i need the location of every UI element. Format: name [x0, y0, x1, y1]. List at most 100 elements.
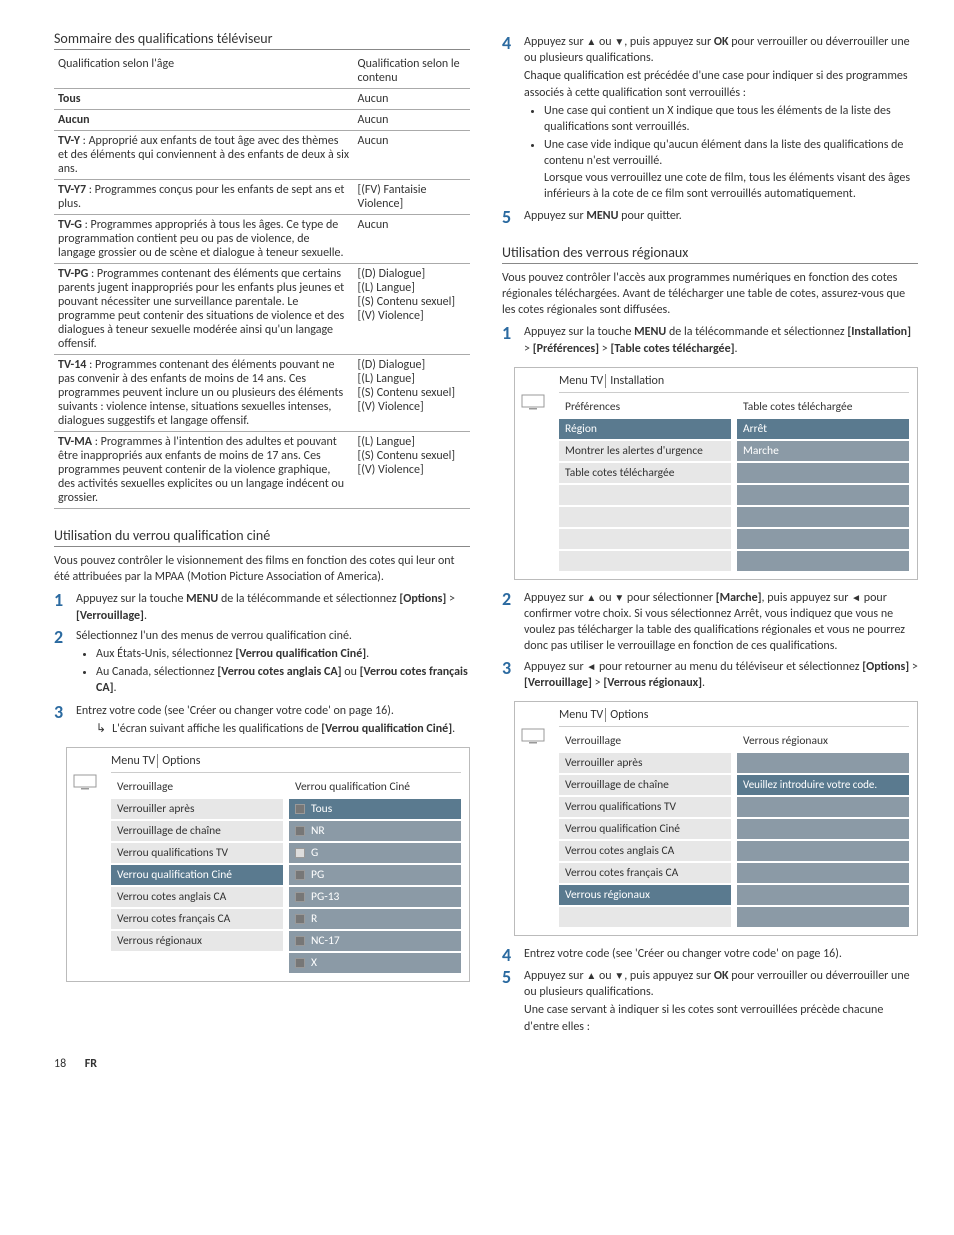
regional-step-3: 3 Appuyez sur ◄ pour retourner au menu d…	[502, 659, 918, 691]
rating-th-content: Qualification selon le contenu	[354, 54, 470, 89]
cine-step-2: 2 Sélectionnez l'un des menus de verrou …	[54, 628, 470, 699]
menu-screenshot-install: Menu TVInstallation PréférencesRégionMon…	[514, 367, 918, 580]
menu-item: G	[289, 843, 461, 863]
menu-item: R	[289, 909, 461, 929]
regional-step-5: 5 Appuyez sur ▲ ou ▼, puis appuyez sur O…	[502, 968, 918, 1035]
menu-item: Montrer les alertes d'urgence	[559, 441, 731, 461]
step4-bullet-2: Une case vide indique qu'aucun élément d…	[544, 137, 918, 202]
menu-item: Tous	[289, 799, 461, 819]
menu-item: NC-17	[289, 931, 461, 951]
regional-lock-intro: Vous pouvez contrôler l'accès aux progra…	[502, 270, 918, 319]
menu-header: Verrous régionaux	[737, 731, 909, 751]
cine-steps: 1 Appuyez sur la touche MENU de la téléc…	[54, 591, 470, 737]
menu-item: Verrou qualifications TV	[111, 843, 283, 863]
down-triangle-icon: ▼	[614, 35, 624, 48]
left-triangle-icon: ◄	[586, 660, 596, 673]
left-column: Sommaire des qualifications téléviseur Q…	[54, 30, 470, 1039]
menu-item: Verrous régionaux	[111, 931, 283, 951]
menu-item: Marche	[737, 441, 909, 461]
tv-icon	[515, 368, 551, 579]
cine-step-5: 5 Appuyez sur MENU pour quitter.	[502, 208, 918, 226]
menu-header: Table cotes téléchargée	[737, 397, 909, 417]
menu-item	[737, 485, 909, 505]
cine-step-3: 3 Entrez votre code (see 'Créer ou chang…	[54, 703, 470, 737]
cine-step-1: 1 Appuyez sur la touche MENU de la téléc…	[54, 591, 470, 623]
menu3-crumb2: Options	[605, 708, 648, 722]
menu-item: Verrouillage de chaîne	[559, 775, 731, 795]
menu-item: Table cotes téléchargée	[559, 463, 731, 483]
right-column: 4 Appuyez sur ▲ ou ▼, puis appuyez sur O…	[502, 30, 918, 1039]
menu-item: Verrouiller après	[559, 753, 731, 773]
menu3-crumb1: Menu TV	[559, 708, 603, 722]
regional-step-2: 2 Appuyez sur ▲ ou ▼ pour sélectionner […	[502, 590, 918, 655]
menu-item: Verrouillage de chaîne	[111, 821, 283, 841]
regional-steps: 1 Appuyez sur la touche MENU de la téléc…	[502, 324, 918, 356]
menu-item	[737, 529, 909, 549]
table-row: TV-G : Programmes appropriés à tous les …	[54, 215, 470, 264]
table-row: TV-PG : Programmes contenant des élément…	[54, 264, 470, 355]
left-triangle-icon: ◄	[851, 591, 861, 604]
rating-th-age: Qualification selon l'âge	[54, 54, 354, 89]
regional-step-1: 1 Appuyez sur la touche MENU de la téléc…	[502, 324, 918, 356]
tv-icon	[515, 702, 551, 935]
down-triangle-icon: ▼	[614, 591, 624, 604]
cine-lock-intro: Vous pouvez contrôler le visionnement de…	[54, 553, 470, 585]
menu-item: Région	[559, 419, 731, 439]
checkbox-icon	[295, 892, 305, 902]
menu-item: Veuillez introduire votre code.	[737, 775, 909, 795]
menu-screenshot-regional: Menu TVOptions VerrouillageVerrouiller a…	[514, 701, 918, 936]
menu-item: Verrou cotes français CA	[111, 909, 283, 929]
menu-screenshot-cine: Menu TVOptions VerrouillageVerrouiller a…	[66, 747, 470, 982]
menu-item	[559, 485, 731, 505]
table-row: TV-14 : Programmes contenant des élément…	[54, 355, 470, 432]
cine-step-4: 4 Appuyez sur ▲ ou ▼, puis appuyez sur O…	[502, 34, 918, 204]
menu-item: PG-13	[289, 887, 461, 907]
menu-item	[737, 551, 909, 571]
menu-item	[737, 797, 909, 817]
menu-item: Verrou qualification Ciné	[111, 865, 283, 885]
menu-item: Verrouillage	[559, 731, 731, 751]
cine-step-2-bullet-us: Aux États-Unis, sélectionnez [Verrou qua…	[96, 646, 470, 662]
table-row: AucunAucun	[54, 110, 470, 131]
menu-item	[559, 551, 731, 571]
checkbox-icon	[295, 936, 305, 946]
menu1-crumb2: Options	[157, 754, 200, 768]
page-footer: 18 FR	[54, 1057, 918, 1071]
menu-item: Verrou cotes anglais CA	[559, 841, 731, 861]
menu-item	[737, 907, 909, 927]
menu-item: Préférences	[559, 397, 731, 417]
checkbox-icon	[295, 870, 305, 880]
menu-item	[737, 885, 909, 905]
menu-item	[559, 907, 731, 927]
page-number: 18	[54, 1057, 82, 1071]
cine-steps-cont: 4 Appuyez sur ▲ ou ▼, puis appuyez sur O…	[502, 34, 918, 226]
menu-item: Arrêt	[737, 419, 909, 439]
regional-steps-3: 4 Entrez votre code (see 'Créer ou chang…	[502, 946, 918, 1035]
menu-item: X	[289, 953, 461, 973]
table-row: TV-MA : Programmes à l'intention des adu…	[54, 432, 470, 509]
menu-item: Verrou qualifications TV	[559, 797, 731, 817]
checkbox-icon	[295, 848, 305, 858]
checkbox-icon	[295, 804, 305, 814]
checkbox-icon	[295, 914, 305, 924]
cine-lock-title: Utilisation du verrou qualification ciné	[54, 527, 470, 547]
rating-table-title: Sommaire des qualifications téléviseur	[54, 30, 470, 50]
menu-item: PG	[289, 865, 461, 885]
menu-item: NR	[289, 821, 461, 841]
menu-item: Verrouillage	[111, 777, 283, 797]
checkbox-icon	[295, 826, 305, 836]
menu-item	[737, 753, 909, 773]
menu-item	[737, 507, 909, 527]
menu-item	[737, 841, 909, 861]
menu-header: Verrou qualification Ciné	[289, 777, 461, 797]
menu-item: Verrou cotes anglais CA	[111, 887, 283, 907]
regional-steps-2: 2 Appuyez sur ▲ ou ▼ pour sélectionner […	[502, 590, 918, 691]
page-columns: Sommaire des qualifications téléviseur Q…	[54, 30, 918, 1039]
rating-table: Qualification selon l'âge Qualification …	[54, 54, 470, 509]
checkbox-icon	[295, 958, 305, 968]
step4-bullet-1: Une case qui contient un X indique que t…	[544, 103, 918, 135]
menu2-crumb2: Installation	[605, 374, 664, 388]
tv-icon	[67, 748, 103, 981]
menu1-crumb1: Menu TV	[111, 754, 155, 768]
menu-item	[737, 819, 909, 839]
